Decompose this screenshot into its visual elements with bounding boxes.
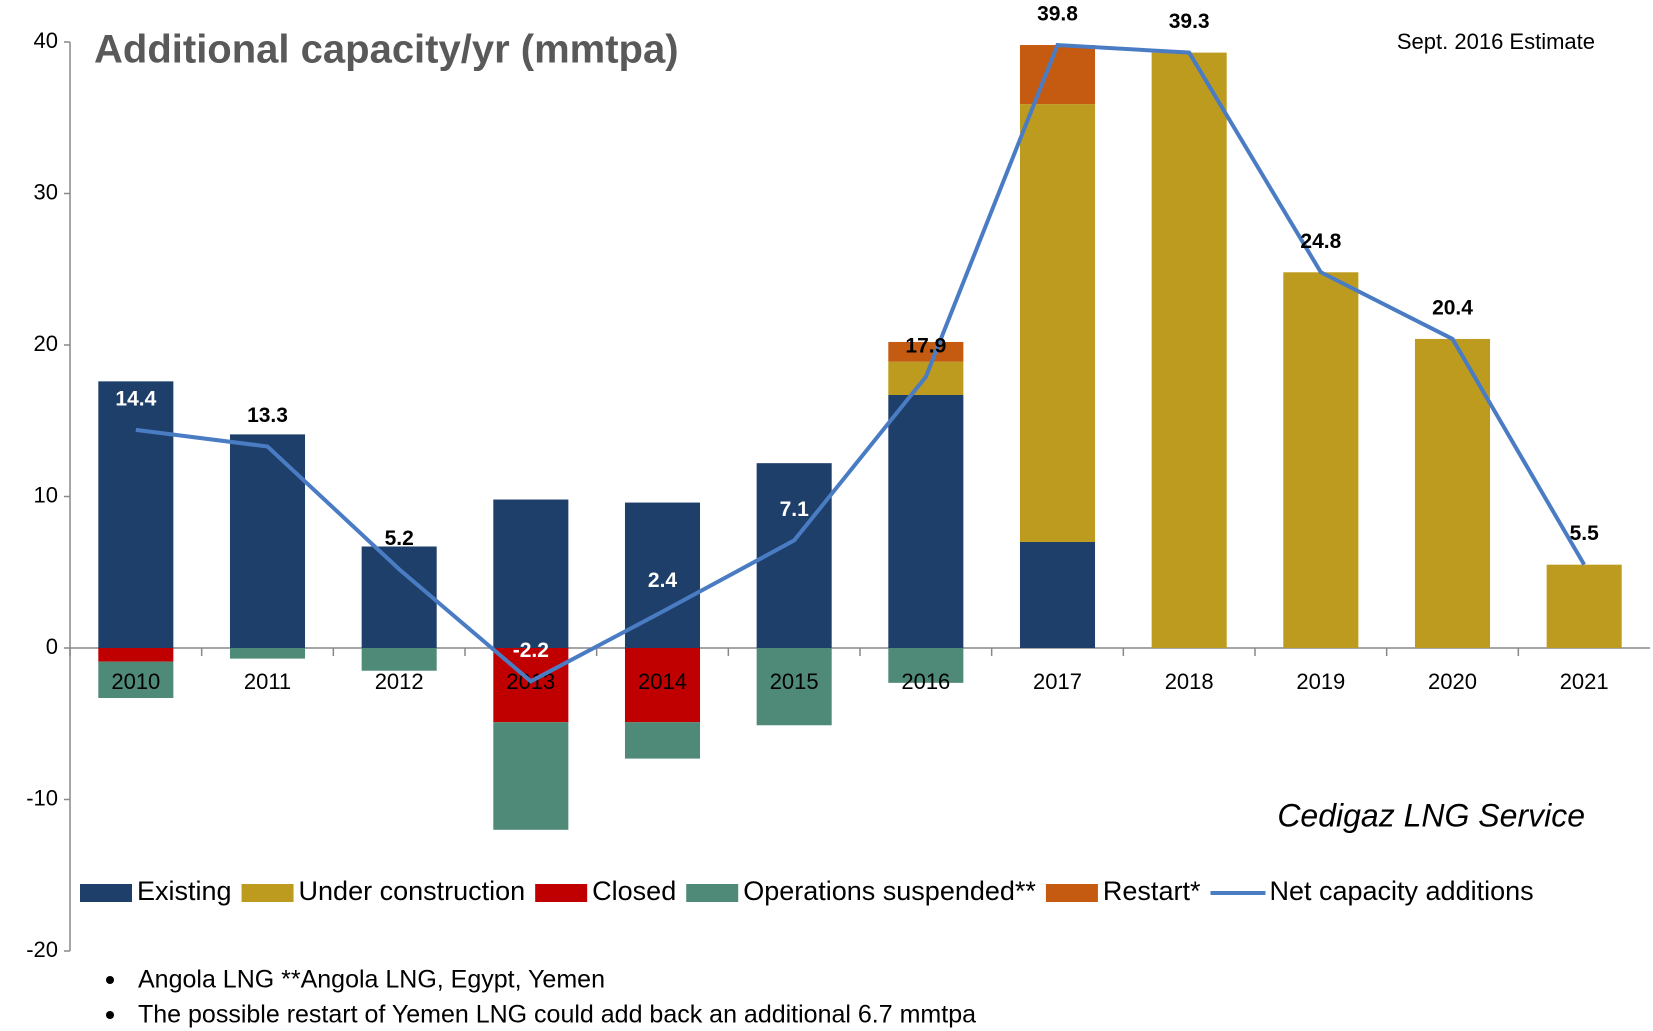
footnote: The possible restart of Yemen LNG could … bbox=[138, 1001, 976, 1029]
x-tick-label: 2017 bbox=[1033, 669, 1082, 694]
x-tick-label: 2011 bbox=[244, 669, 291, 694]
bar bbox=[493, 499, 569, 648]
legend-label: Closed bbox=[592, 876, 676, 906]
y-tick-label: 30 bbox=[34, 179, 58, 204]
y-tick-label: 10 bbox=[34, 482, 58, 507]
legend-label: Restart* bbox=[1103, 876, 1201, 906]
legend-swatch bbox=[686, 884, 739, 902]
source: Cedigaz LNG Service bbox=[1277, 797, 1585, 833]
y-tick-label: 40 bbox=[34, 28, 58, 53]
y-tick-label: -10 bbox=[26, 785, 58, 810]
bar bbox=[98, 648, 174, 662]
x-tick-label: 2015 bbox=[770, 669, 819, 694]
value-label: 39.8 bbox=[1037, 3, 1078, 26]
value-label: 14.4 bbox=[115, 387, 156, 410]
bar bbox=[229, 648, 306, 659]
value-label: 5.5 bbox=[1570, 522, 1600, 545]
legend-label: Under construction bbox=[299, 876, 526, 906]
x-tick-label: 2014 bbox=[638, 669, 687, 694]
x-tick-label: 2021 bbox=[1560, 669, 1609, 694]
bar bbox=[1019, 104, 1096, 542]
value-label: 7.1 bbox=[780, 498, 810, 521]
bullet bbox=[106, 1011, 114, 1019]
bar bbox=[1546, 564, 1622, 648]
bar bbox=[361, 648, 437, 671]
bar bbox=[888, 648, 964, 683]
bar bbox=[361, 546, 437, 648]
x-tick-label: 2018 bbox=[1165, 669, 1214, 694]
legend-label: Net capacity additions bbox=[1269, 876, 1533, 906]
y-tick-label: -20 bbox=[26, 937, 58, 962]
value-label: 39.3 bbox=[1169, 10, 1210, 33]
bar bbox=[888, 394, 964, 648]
bar bbox=[1151, 52, 1227, 649]
y-tick-label: 20 bbox=[34, 331, 58, 356]
bar bbox=[624, 722, 701, 759]
value-label: 5.2 bbox=[385, 527, 414, 550]
x-tick-label: 2020 bbox=[1428, 669, 1477, 694]
value-label: 2.4 bbox=[648, 569, 678, 592]
bar bbox=[1019, 45, 1096, 105]
bar bbox=[229, 434, 306, 648]
bar bbox=[624, 648, 701, 723]
x-tick-label: 2019 bbox=[1296, 669, 1345, 694]
line bbox=[135, 42, 1586, 684]
value-label: 13.3 bbox=[247, 404, 288, 427]
annotation: Sept. 2016 Estimate bbox=[1397, 29, 1595, 54]
bar bbox=[98, 381, 174, 648]
bullet bbox=[106, 976, 114, 984]
x-tick-label: 2012 bbox=[375, 669, 424, 694]
legend-swatch bbox=[80, 884, 132, 902]
y-tick-label: 0 bbox=[46, 634, 58, 659]
value-label: 20.4 bbox=[1432, 296, 1473, 319]
bar bbox=[888, 341, 964, 362]
bar bbox=[1019, 541, 1096, 648]
bar bbox=[493, 722, 569, 830]
value-label: 17.9 bbox=[905, 334, 946, 357]
bar bbox=[756, 648, 832, 726]
x-tick-label: 2016 bbox=[901, 669, 950, 694]
footnote: Angola LNG **Angola LNG, Egypt, Yemen bbox=[138, 966, 605, 994]
legend-swatch bbox=[241, 884, 294, 902]
bar bbox=[1414, 338, 1491, 648]
bar bbox=[98, 661, 174, 698]
legend-label: Existing bbox=[137, 876, 232, 906]
legend-label: Operations suspended** bbox=[743, 876, 1036, 906]
value-label: -2.2 bbox=[513, 639, 549, 662]
bar bbox=[1283, 272, 1359, 648]
legend-swatch bbox=[1045, 884, 1098, 902]
chart-title: Additional capacity/yr (mmtpa) bbox=[94, 28, 679, 72]
legend-swatch bbox=[535, 884, 588, 902]
x-tick-label: 2010 bbox=[111, 669, 160, 694]
value-label: 24.8 bbox=[1300, 230, 1341, 253]
